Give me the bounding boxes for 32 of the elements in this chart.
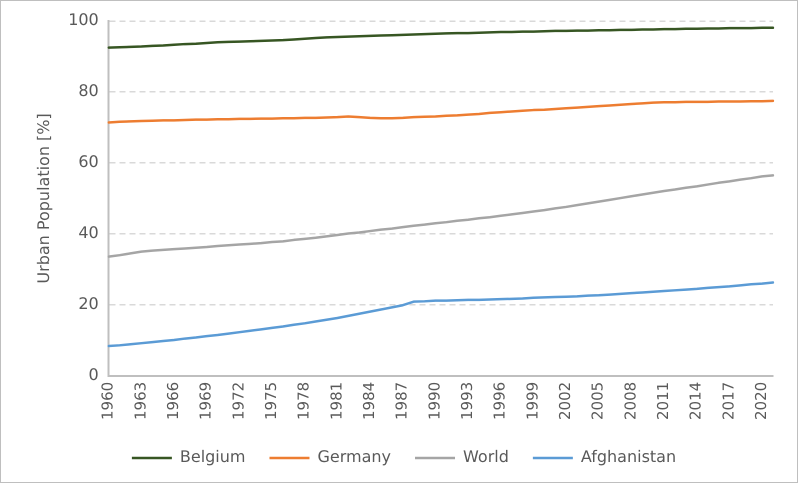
x-tick-label: 1972 — [229, 382, 248, 420]
x-tick-label: 1963 — [131, 382, 150, 420]
x-tick-label: 1999 — [523, 382, 542, 420]
x-tick-label: 2011 — [654, 382, 672, 420]
x-tick-label: 2020 — [752, 382, 770, 420]
x-tick-label: 2014 — [686, 382, 705, 420]
y-axis-title: Urban Population [%] — [34, 113, 53, 284]
legend-label: Belgium — [180, 447, 246, 466]
legend-label: Afghanistan — [580, 447, 676, 466]
legend-label: Germany — [317, 447, 392, 466]
y-tick-label: 80 — [78, 81, 99, 100]
x-tick-label: 1978 — [294, 382, 313, 420]
x-tick-label: 1984 — [360, 382, 378, 420]
x-tick-label: 1996 — [490, 382, 509, 420]
x-tick-label: 1981 — [327, 382, 346, 420]
x-tick-label: 1975 — [262, 382, 280, 420]
x-tick-label: 1993 — [458, 382, 476, 420]
x-tick-label: 2008 — [621, 382, 640, 420]
y-tick-label: 100 — [68, 10, 99, 30]
y-tick-label: 20 — [78, 294, 99, 314]
y-tick-label: 60 — [78, 152, 99, 172]
x-tick-label: 1960 — [98, 382, 117, 420]
y-tick-label: 0 — [88, 364, 99, 384]
legend-label: World — [463, 447, 509, 466]
x-tick-label: 2017 — [719, 382, 738, 420]
x-tick-label: 1969 — [196, 382, 215, 420]
y-tick-label: 40 — [78, 223, 99, 242]
x-tick-label: 1987 — [392, 382, 411, 420]
x-tick-label: 2005 — [588, 382, 607, 420]
x-tick-label: 1966 — [164, 382, 182, 420]
x-tick-label: 1990 — [425, 382, 444, 420]
x-tick-label: 2002 — [556, 382, 574, 420]
